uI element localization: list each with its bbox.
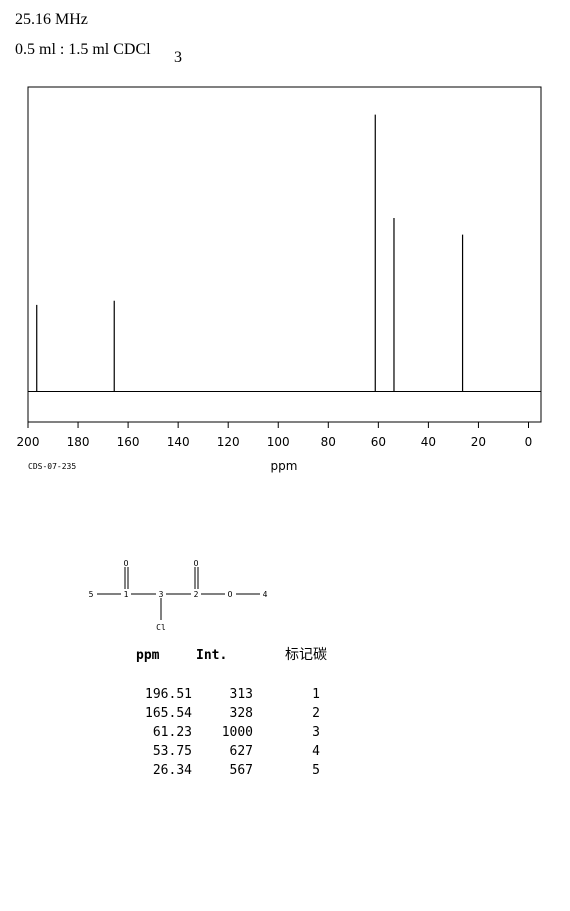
intensity-cell: 1000 (222, 725, 253, 740)
atom-label: 4 (263, 590, 268, 599)
x-tick-label: 80 (321, 435, 336, 449)
x-tick-label: 140 (167, 435, 190, 449)
x-tick-label: 60 (371, 435, 386, 449)
x-axis-label: ppm (271, 459, 298, 473)
code: CDS-07-235 (28, 462, 76, 471)
x-tick-label: 20 (471, 435, 486, 449)
atom-label: 2 (194, 590, 199, 599)
x-tick-label: 160 (117, 435, 140, 449)
atom-label: O (194, 559, 199, 568)
intensity-cell: 313 (230, 687, 253, 702)
x-tick-label: 180 (67, 435, 90, 449)
atom-label: O (228, 590, 233, 599)
structure (97, 567, 260, 620)
atom-label: 3 (159, 590, 164, 599)
atom-label: 1 (124, 590, 129, 599)
x-tick-label: 120 (217, 435, 240, 449)
intensity-cell: 567 (230, 763, 253, 778)
table-header: ppm (136, 648, 160, 663)
intensity-cell: 627 (230, 744, 253, 759)
frequency: 25.16 MHz (15, 11, 88, 28)
atom-label: O (124, 559, 129, 568)
x-tick-label: 40 (421, 435, 436, 449)
ppm-cell: 165.54 (145, 706, 192, 721)
ppm-cell: 53.75 (153, 744, 192, 759)
carbon-cell: 3 (312, 725, 320, 740)
ppm-cell: 196.51 (145, 687, 192, 702)
ppm-cell: 26.34 (153, 763, 192, 778)
carbon-cell: 2 (312, 706, 320, 721)
ppm-cell: 61.23 (153, 725, 192, 740)
intensity-cell: 328 (230, 706, 253, 721)
table-header: 标记碳 (285, 647, 327, 663)
x-tick-label: 100 (267, 435, 290, 449)
x-tick-label: 200 (17, 435, 40, 449)
carbon-cell: 4 (312, 744, 320, 759)
solvent-subscript: 3 (174, 49, 182, 66)
plot-frame (27, 86, 542, 423)
x-tick-label: 0 (525, 435, 533, 449)
table-header: Int. (196, 648, 227, 663)
atom-label: 5 (89, 590, 94, 599)
carbon-cell: 1 (312, 687, 320, 702)
atom-label: Cl (156, 623, 166, 632)
solvent: 0.5 ml : 1.5 ml CDCl (15, 41, 151, 58)
carbon-cell: 5 (312, 763, 320, 778)
